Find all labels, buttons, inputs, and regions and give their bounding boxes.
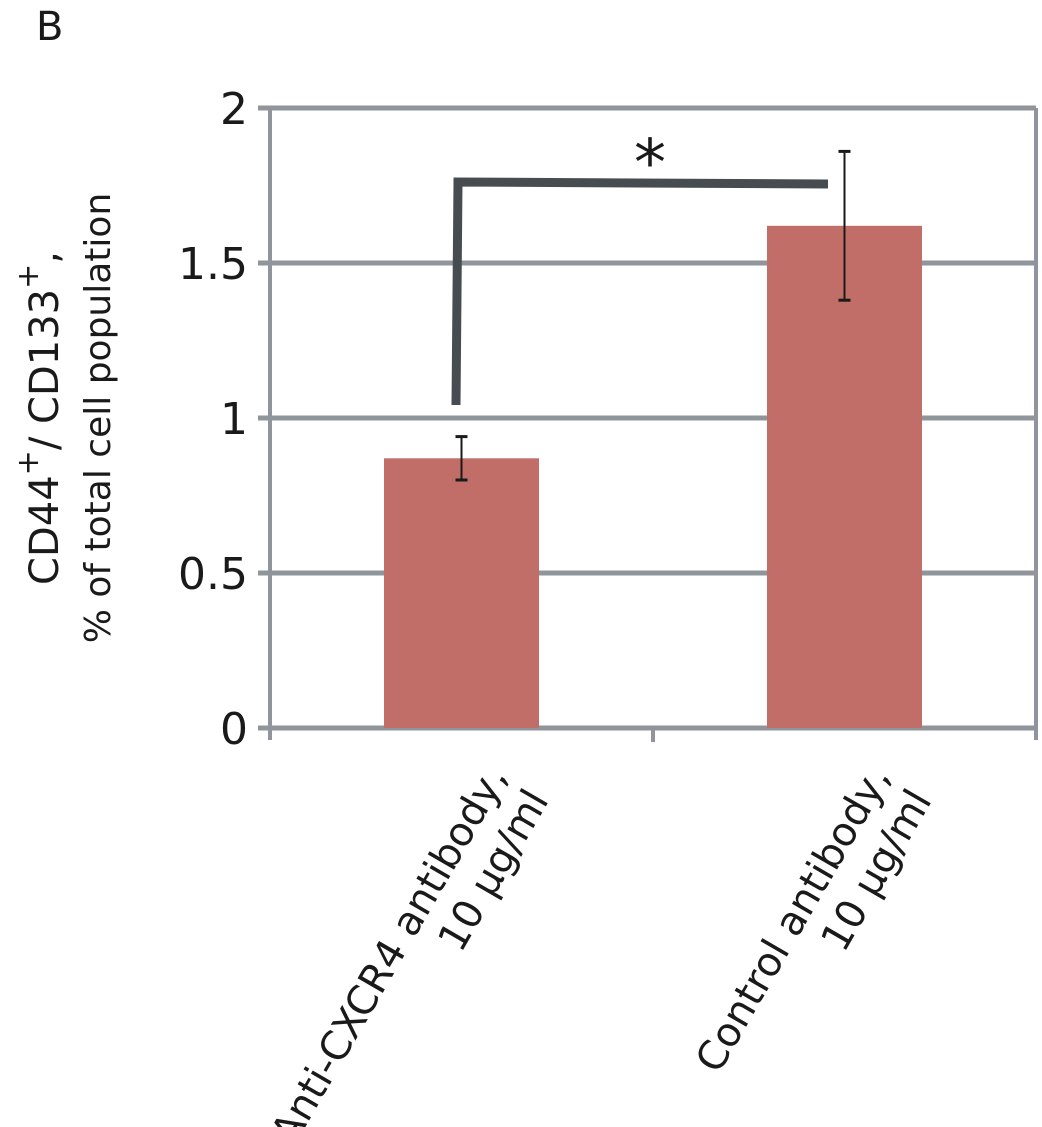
significance-bracket [451,177,829,406]
y-tick-label: 2 [220,84,248,135]
x-tick-label: Control antibody,10 µg/ml [687,758,941,1080]
x-tick-label: Anti-CXCR4 antibody,10 µg/ml [263,758,559,1127]
bar [384,458,539,728]
y-tick-label: 1.5 [178,239,248,290]
bar [767,225,922,729]
y-tick-label: 0.5 [178,549,248,600]
y-axis-label: CD44+/ CD133+, % of total cell populatio… [11,193,119,644]
y-tick-label: 1 [220,394,248,445]
significance-asterisk: * [634,127,666,201]
y-tick-label: 0 [220,704,248,755]
y-axis-label-line2: % of total cell population [78,193,119,644]
panel-label: B [36,4,63,50]
svg-text:CD44+/ CD133+,: CD44+/ CD133+, [11,251,68,585]
